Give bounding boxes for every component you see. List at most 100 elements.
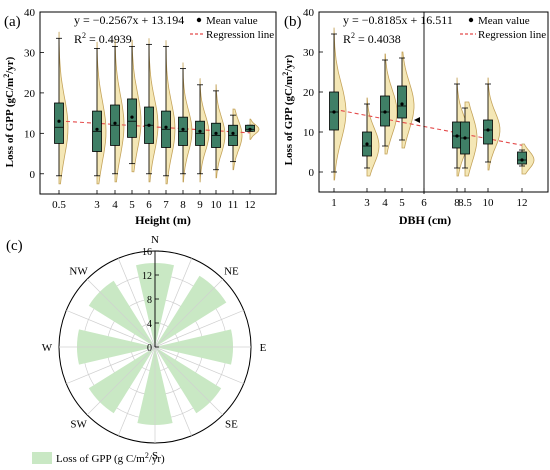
- mean-marker: [181, 127, 185, 131]
- radial-tick-label: 12: [142, 271, 152, 282]
- x-tick-label: 8: [454, 197, 460, 209]
- radial-ticks: 0 4 8 12 16: [142, 247, 159, 354]
- mean-marker: [332, 110, 336, 114]
- panel-b-dbh-chart: (b) Loss of GPP (gC/m2/yr) DBH (cm) 0 10 2…: [281, 7, 549, 227]
- x-tick-label: 4: [382, 197, 388, 209]
- radial-tick-label: 4: [147, 319, 152, 330]
- regression-line: [58, 120, 251, 134]
- x-tick-label: 4: [112, 199, 118, 211]
- direction-label-e: E: [260, 342, 267, 354]
- spoke: [117, 258, 156, 348]
- r-squared: R2 = 0.4038: [343, 31, 401, 46]
- box: [483, 119, 493, 145]
- mean-marker: [486, 128, 490, 132]
- y-ticks: 0 10 20 30 40: [24, 7, 44, 181]
- plot-frame: [318, 11, 549, 193]
- y-tick-label: 20: [24, 88, 36, 100]
- boxes: [54, 37, 255, 177]
- r-squared: R2 = 0.4939: [74, 31, 132, 46]
- x-tick-label: 6: [146, 199, 152, 211]
- x-ticks: 0.5 3 4 5 6 7 8 9 10 11 12: [52, 190, 256, 211]
- mean-marker: [147, 123, 151, 127]
- spoke: [154, 309, 244, 348]
- x-tick-label: 1: [331, 197, 337, 209]
- spoke: [154, 346, 193, 436]
- x-tick-label: 7: [163, 199, 169, 211]
- x-tick-label: 8: [180, 199, 186, 211]
- legend-line-label: Regression line: [206, 29, 274, 41]
- y-tick-label: 20: [303, 87, 315, 99]
- legend-mean-label: Mean value: [478, 15, 530, 27]
- violin: [487, 77, 501, 171]
- boxes: [329, 33, 527, 173]
- y-axis-label: Loss of GPP (gC/m2/yr): [2, 56, 16, 167]
- legend-mean-label: Mean value: [206, 15, 258, 27]
- spoke: [86, 278, 156, 348]
- x-tick-label: 8.5: [458, 197, 472, 209]
- legend-label: Loss of GPP (g C/m2/yr): [56, 451, 165, 465]
- mean-marker: [231, 131, 235, 135]
- spoke: [154, 278, 224, 348]
- x-tick-label: 12: [245, 199, 256, 211]
- panel-a-height-chart: (a) Loss of GPP (gC/m2/yr) Height (m) 0 1…: [2, 7, 277, 227]
- mean-marker: [248, 127, 252, 131]
- panel-c-rose-chart: (c) N NE E SE S SW W NW 0 4 8 12 16 Loss of GPP (g …: [6, 234, 267, 465]
- y-tick-label: 40: [24, 7, 36, 19]
- x-tick-label: 11: [228, 199, 239, 211]
- direction-label-nw: NW: [69, 266, 88, 278]
- violin: [366, 97, 380, 177]
- violin: [521, 143, 535, 175]
- direction-label-se: SE: [225, 418, 238, 430]
- direction-label-w: W: [42, 342, 53, 354]
- x-tick-label: 0.5: [52, 199, 66, 211]
- box: [54, 102, 64, 144]
- violin: [384, 53, 398, 155]
- spoke: [154, 258, 193, 348]
- mean-marker: [164, 125, 168, 129]
- legend-mean-marker: [196, 17, 202, 23]
- mean-marker: [198, 129, 202, 133]
- radial-tick-label: 0: [147, 343, 152, 354]
- x-tick-label: 10: [211, 199, 223, 211]
- y-tick-label: 10: [24, 128, 36, 140]
- legend-swatch: [32, 452, 52, 464]
- spoke: [154, 346, 224, 416]
- spoke: [66, 346, 156, 385]
- legend-line-label: Regression line: [478, 29, 546, 41]
- y-axis-label: Loss of GPP (gC/m2/yr): [281, 54, 295, 165]
- box: [397, 85, 407, 119]
- regression-equation: y = −0.8185x + 16.511: [343, 13, 453, 27]
- polar-axes: [59, 251, 251, 443]
- y-tick-label: 40: [303, 7, 315, 19]
- x-ticks: 1 3 4 5 6 88.5 10 12: [331, 188, 528, 209]
- violin: [464, 101, 478, 177]
- x-axis-label: DBH (cm): [399, 213, 451, 227]
- mean-marker: [95, 127, 99, 131]
- y-tick-label: 0: [30, 169, 36, 181]
- mean-marker: [383, 110, 387, 114]
- y-tick-label: 10: [303, 127, 315, 139]
- mean-marker: [113, 121, 117, 125]
- mean-marker: [365, 142, 369, 146]
- panel-a-label: (a): [4, 14, 21, 30]
- violin: [333, 27, 347, 181]
- regression-line: [333, 108, 523, 146]
- y-tick-label: 0: [309, 167, 315, 179]
- direction-label-ne: NE: [224, 266, 239, 278]
- y-ticks: 0 10 20 30 40: [303, 7, 323, 179]
- spoke: [154, 346, 244, 385]
- y-tick-label: 30: [303, 47, 315, 59]
- x-axis-label: Height (m): [135, 213, 191, 227]
- x-tick-label: 9: [197, 199, 203, 211]
- radial-tick-label: 16: [142, 247, 152, 258]
- spoke: [117, 346, 156, 436]
- x-tick-label: 6: [421, 197, 427, 209]
- mean-marker: [455, 134, 459, 138]
- direction-label-n: N: [151, 234, 159, 246]
- mean-marker: [57, 119, 61, 123]
- regression-line: [333, 108, 523, 146]
- legend-mean-marker: [468, 17, 474, 23]
- direction-label-s: S: [152, 450, 158, 462]
- box: [517, 151, 527, 165]
- radial-tick-label: 8: [147, 295, 152, 306]
